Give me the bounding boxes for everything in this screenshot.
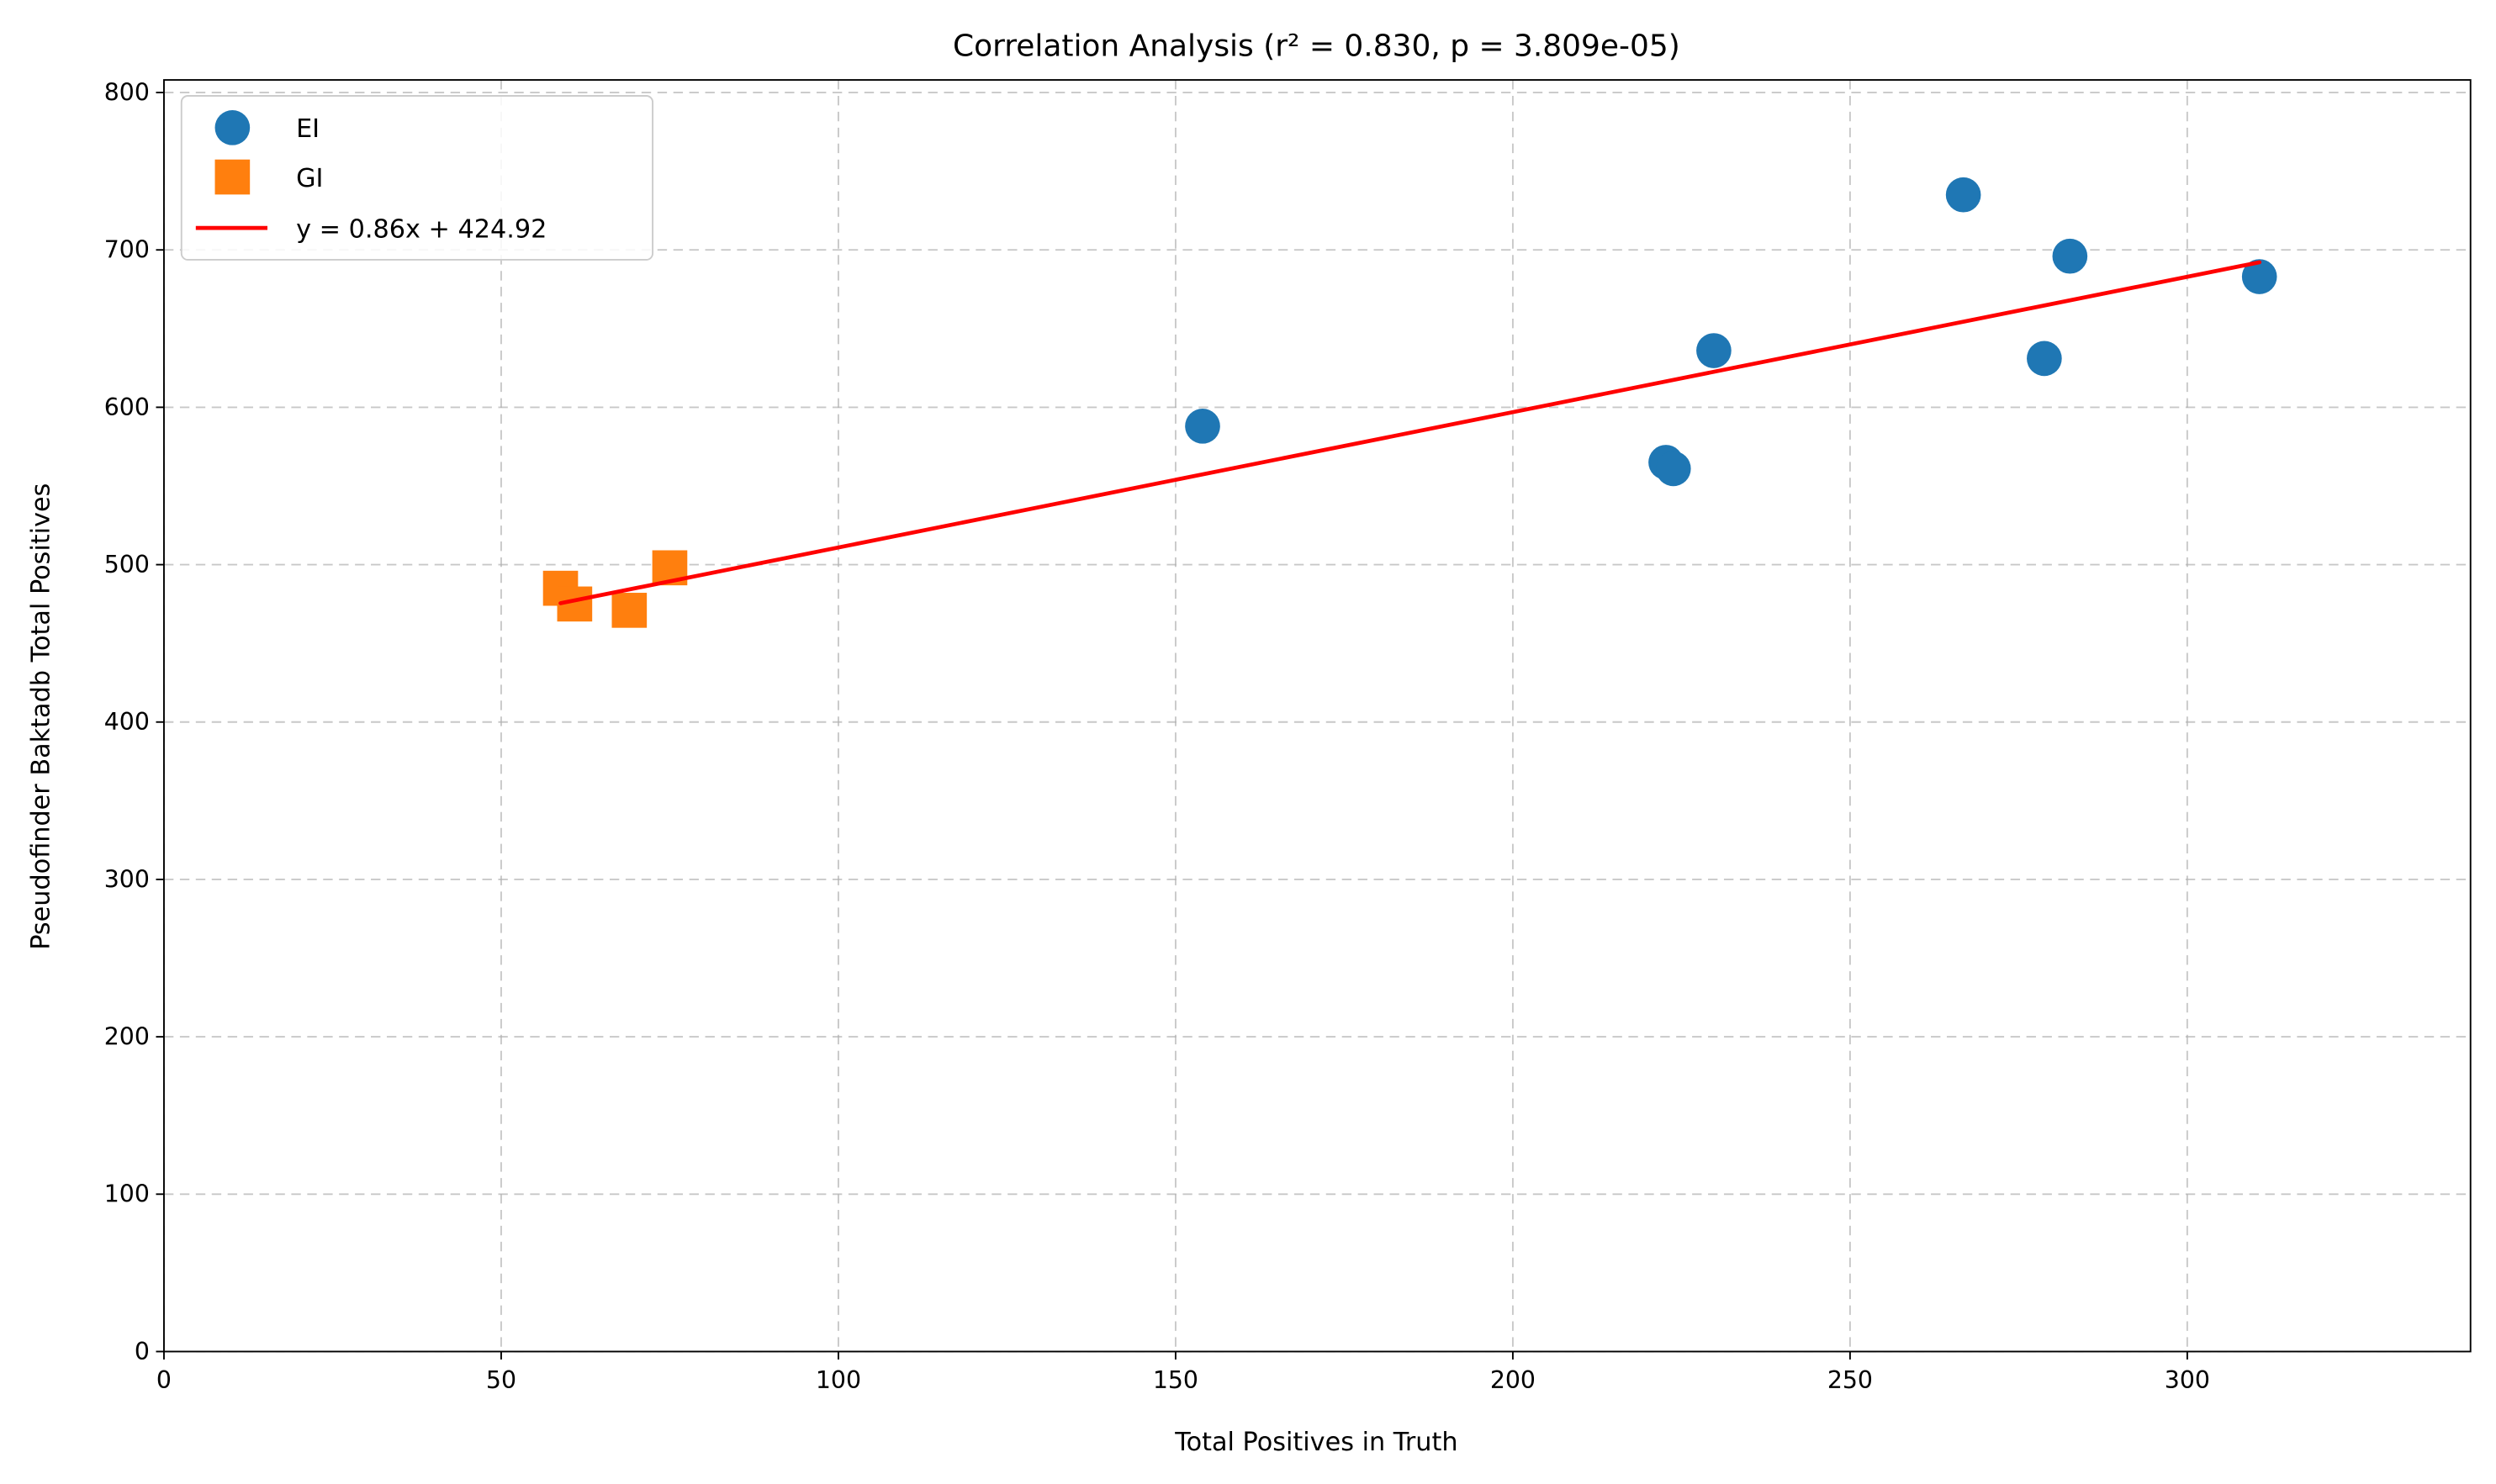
y-tick-label: 200 <box>104 1023 150 1051</box>
legend: EI GI y = 0.86x + 424.92 <box>180 95 654 261</box>
point-ei <box>1945 177 1981 213</box>
y-tick-label: 300 <box>104 865 150 893</box>
y-tick-label: 400 <box>104 708 150 736</box>
legend-label-gi: GI <box>296 164 323 193</box>
legend-label-ei: EI <box>296 114 320 144</box>
y-tick-label: 0 <box>135 1338 150 1365</box>
x-tick-label: 0 <box>156 1366 172 1394</box>
point-ei <box>2052 238 2088 274</box>
point-ei <box>1185 409 1220 444</box>
x-axis-label: Total Positives in Truth <box>1174 1428 1457 1457</box>
y-tick-label: 500 <box>104 551 150 578</box>
legend-marker-ei <box>214 110 251 145</box>
x-tick-label: 300 <box>2165 1366 2210 1394</box>
point-ei <box>1655 451 1691 487</box>
ticks: 0 50 100 150 200 250 300 0 100 200 300 400 500 600 700… <box>104 79 2210 1394</box>
x-tick-label: 250 <box>1827 1366 1873 1394</box>
y-tick-label: 700 <box>104 236 150 264</box>
point-gi <box>611 593 648 628</box>
y-tick-label: 600 <box>104 393 150 421</box>
plot-frame <box>163 79 2472 1353</box>
x-tick-label: 200 <box>1490 1366 1536 1394</box>
x-tick-label: 150 <box>1153 1366 1198 1394</box>
y-tick-label: 100 <box>104 1180 150 1208</box>
y-axis-label: Pseudofinder Baktadb Total Positives <box>27 483 56 950</box>
x-tick-label: 100 <box>816 1366 861 1394</box>
legend-label-fit: y = 0.86x + 424.92 <box>296 214 547 244</box>
point-ei <box>2241 259 2277 294</box>
fit-line <box>558 260 2262 605</box>
y-tick-label: 800 <box>104 79 150 107</box>
fit-line-group <box>558 260 2262 605</box>
x-tick-label: 50 <box>486 1366 516 1394</box>
point-ei <box>1696 333 1732 368</box>
point-ei <box>2027 341 2062 377</box>
legend-marker-gi <box>214 159 251 195</box>
chart-title: Correlation Analysis (r² = 0.830, p = 3.… <box>953 29 1680 64</box>
